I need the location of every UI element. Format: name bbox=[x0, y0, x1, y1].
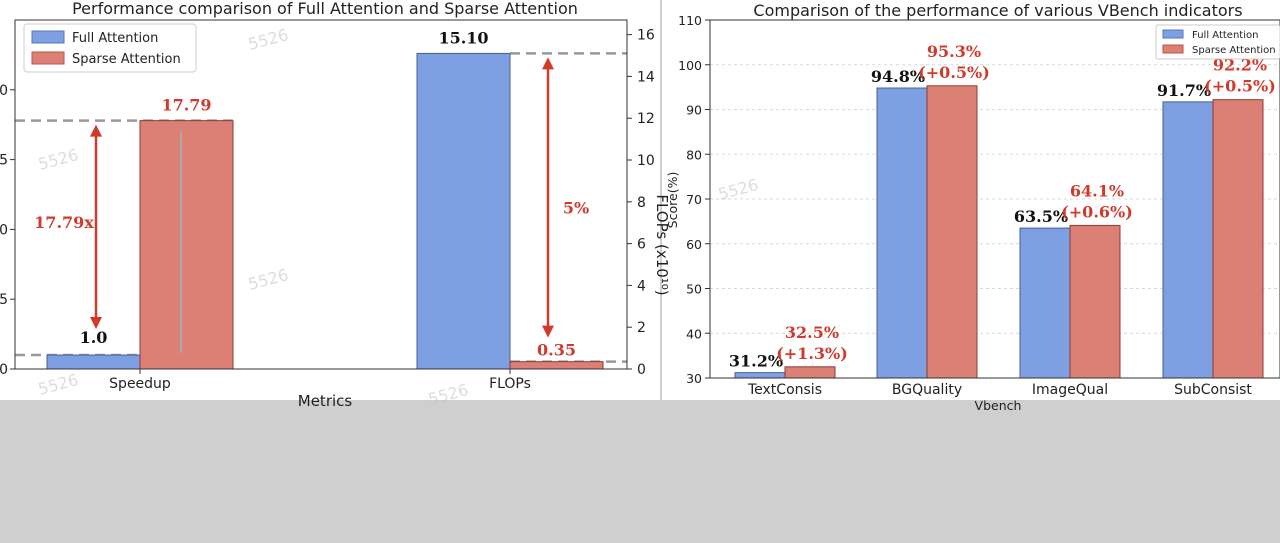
right-xtick-label: TextConsis bbox=[747, 382, 822, 398]
left-right-tick-label: 2 bbox=[637, 320, 646, 336]
right-ytick-label: 110 bbox=[678, 13, 702, 28]
delta-label-sparse: (+1.3%) bbox=[776, 344, 848, 363]
value-label-full: 94.8% bbox=[871, 67, 925, 86]
legend-swatch-sparse bbox=[31, 51, 65, 65]
flops-arrow-head-up bbox=[542, 57, 554, 70]
left-right-tick-label: 14 bbox=[637, 69, 655, 85]
left-legend-box bbox=[23, 23, 197, 73]
flops-annotation: 5% bbox=[563, 199, 589, 218]
left-right-axis-label: FLOPs (x10¹⁰) bbox=[653, 194, 671, 295]
bar-full-textconsis bbox=[734, 372, 786, 379]
legend-label-sparse: Sparse Attention bbox=[72, 52, 181, 67]
bar-full-subconsist bbox=[1162, 101, 1214, 379]
left-right-tick-label: 0 bbox=[637, 362, 646, 378]
left-ytick-label: 5 bbox=[0, 292, 8, 308]
left-right-axis-ticks: 0 2 4 6 8 10 12 14 16 bbox=[627, 28, 655, 378]
right-y-axis-ticks: 30 40 50 60 70 80 90 100 110 bbox=[678, 13, 710, 386]
right-xtick-label: ImageQual bbox=[1032, 382, 1108, 398]
right-legend: Full Attention Sparse Attention bbox=[1155, 24, 1280, 60]
value-label-sparse: 17.79 bbox=[161, 96, 211, 115]
right-ytick-label: 100 bbox=[678, 58, 702, 73]
speedup-arrow-head-up bbox=[90, 124, 102, 137]
right-ytick-label: 90 bbox=[686, 103, 702, 118]
right-ytick-label: 80 bbox=[686, 147, 702, 162]
right-xtick-label: SubConsist bbox=[1174, 382, 1252, 398]
value-label-full: 63.5% bbox=[1014, 207, 1068, 226]
value-label-full: 91.7% bbox=[1157, 81, 1211, 100]
right-ytick-label: 50 bbox=[686, 282, 702, 297]
bar-sparse-bgquality bbox=[926, 85, 978, 379]
value-label-full: 15.10 bbox=[438, 28, 488, 47]
bar-full-speedup bbox=[46, 354, 141, 370]
delta-label-sparse: (+0.5%) bbox=[918, 63, 990, 82]
left-x-axis-label: Metrics bbox=[298, 392, 353, 410]
left-annotations: 17.79x 5% 1.0 17.79 15.10 0.35 bbox=[34, 28, 589, 359]
bar-full-imagequal bbox=[1019, 227, 1071, 379]
value-label-full: 1.0 bbox=[80, 328, 108, 347]
bar-sparse-textconsis bbox=[784, 366, 836, 379]
left-xtick-label: Speedup bbox=[109, 376, 171, 392]
value-label-sparse: 92.2% bbox=[1213, 56, 1267, 75]
legend-label-sparse-right: Sparse Attention bbox=[1192, 45, 1276, 56]
left-y-axis-ticks: 0 5 10 15 20 bbox=[0, 83, 15, 378]
value-label-sparse: 32.5% bbox=[785, 323, 839, 342]
left-right-tick-label: 16 bbox=[637, 28, 655, 44]
left-ytick-label: 15 bbox=[0, 153, 8, 169]
right-x-axis-ticks: TextConsis BGQuality ImageQual SubConsist bbox=[747, 382, 1252, 398]
left-chart: Performance comparison of Full Attention… bbox=[0, 0, 671, 410]
legend-swatch-sparse-right bbox=[1162, 44, 1184, 54]
legend-swatch-full-right bbox=[1162, 29, 1184, 39]
bar-sparse-flops bbox=[509, 361, 604, 370]
value-label-sparse: 0.35 bbox=[537, 341, 576, 360]
right-ytick-label: 70 bbox=[686, 192, 702, 207]
right-legend-box bbox=[1155, 24, 1280, 60]
right-ytick-label: 40 bbox=[686, 326, 702, 341]
left-xtick-label: FLOPs bbox=[489, 376, 531, 392]
left-right-tick-label: 4 bbox=[637, 278, 646, 294]
bar-sparse-subconsist bbox=[1212, 99, 1264, 379]
speedup-arrow-head-down bbox=[90, 317, 102, 330]
left-plot-frame bbox=[14, 19, 628, 370]
speedup-annotation: 17.79x bbox=[34, 213, 94, 232]
left-ytick-label: 10 bbox=[0, 222, 8, 238]
bar-full-flops bbox=[416, 52, 511, 370]
flops-arrow-head-down bbox=[542, 325, 554, 338]
right-ytick-label: 60 bbox=[686, 237, 702, 252]
left-x-axis-ticks: Speedup FLOPs bbox=[109, 369, 531, 392]
right-chart: Comparison of the performance of various… bbox=[665, 1, 1280, 413]
value-label-full: 31.2% bbox=[729, 352, 783, 371]
delta-label-sparse: (+0.6%) bbox=[1061, 202, 1133, 221]
left-right-tick-label: 10 bbox=[637, 153, 655, 169]
right-bars: 31.2%32.5% (+1.3%) 94.8%95.3% (+0.5%) 63.5%6… bbox=[729, 42, 1276, 379]
left-ytick-label: 0 bbox=[0, 362, 8, 378]
legend-swatch-full bbox=[31, 30, 65, 44]
bar-sparse-imagequal bbox=[1069, 224, 1121, 379]
right-chart-title: Comparison of the performance of various… bbox=[753, 1, 1242, 20]
right-x-axis-label: Vbench bbox=[975, 398, 1022, 413]
legend-label-full: Full Attention bbox=[72, 31, 158, 46]
left-right-tick-label: 12 bbox=[637, 111, 655, 127]
legend-label-full-right: Full Attention bbox=[1192, 30, 1258, 41]
left-right-tick-label: 8 bbox=[637, 195, 646, 211]
value-label-sparse: 64.1% bbox=[1070, 181, 1124, 200]
delta-label-sparse: (+0.5%) bbox=[1204, 77, 1276, 96]
value-label-sparse: 95.3% bbox=[927, 42, 981, 61]
bar-sparse-speedup bbox=[139, 120, 234, 370]
right-xtick-label: BGQuality bbox=[892, 382, 962, 398]
left-legend: Full Attention Sparse Attention bbox=[23, 23, 197, 73]
left-bars bbox=[46, 52, 604, 370]
left-right-tick-label: 6 bbox=[637, 237, 646, 253]
right-y-axis-label: Score(%) bbox=[665, 172, 680, 229]
right-ytick-label: 30 bbox=[686, 371, 702, 386]
left-ytick-label: 20 bbox=[0, 83, 8, 99]
bar-full-bgquality bbox=[876, 87, 928, 379]
left-chart-title: Performance comparison of Full Attention… bbox=[72, 0, 578, 18]
